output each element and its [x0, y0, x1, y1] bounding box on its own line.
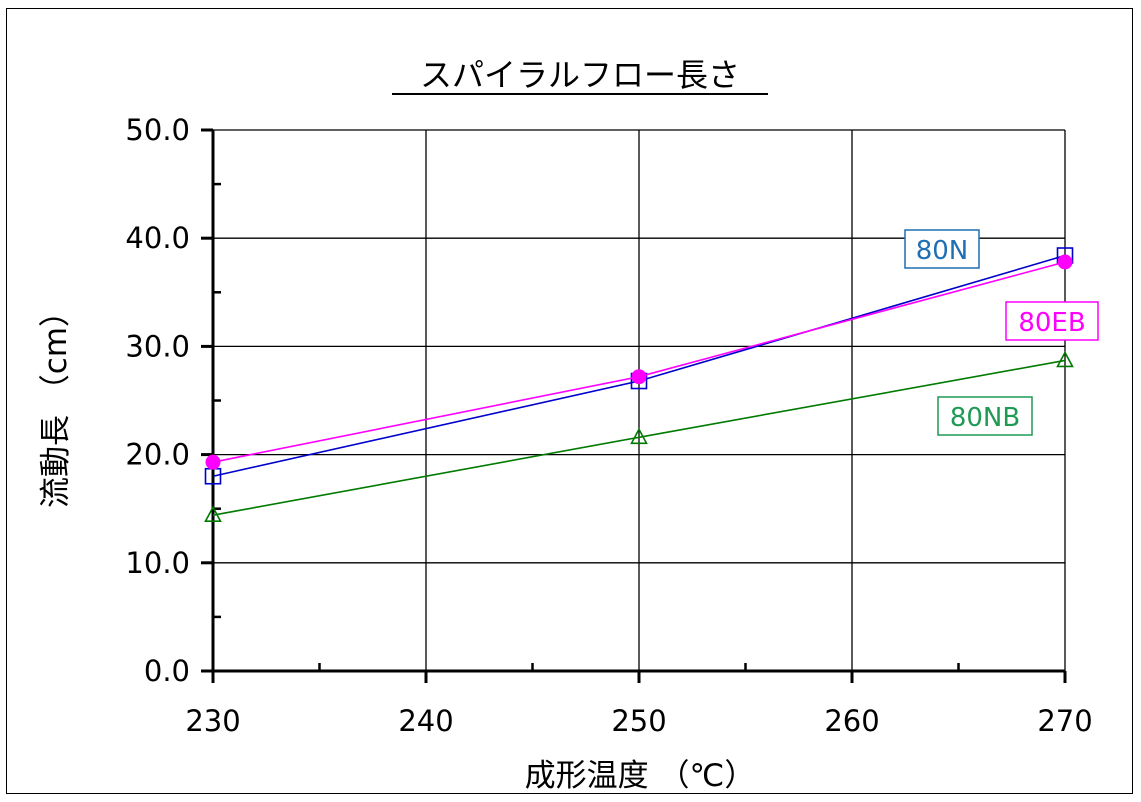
series-label-80EB: 80EB: [1018, 308, 1085, 338]
data-point-80NB: [630, 427, 648, 445]
y-tick-label: 0.0: [144, 654, 190, 688]
series-labels: 80N 80EB 80NB: [904, 229, 1099, 436]
chart-title: スパイラルフロー長さ: [420, 56, 740, 94]
x-tick-label: 250: [611, 704, 666, 738]
y-tick-label: 20.0: [125, 438, 190, 472]
y-tick-labels: 0.0 10.0 20.0 30.0 40.0 50.0: [125, 113, 190, 688]
data-point-80NB: [1056, 350, 1074, 368]
data-point-80EB: [631, 369, 647, 385]
series-label-box-80EB: [1005, 301, 1099, 341]
y-tick-label: 10.0: [125, 546, 190, 580]
series-label-box-80NB: [937, 396, 1033, 436]
data-point-80NB: [204, 505, 222, 522]
grid: [213, 129, 1066, 671]
x-axis-title: 成形温度 （℃）: [525, 758, 756, 794]
x-tick-labels: 230 240 250 260 270: [185, 704, 1092, 738]
y-tick-label: 50.0: [125, 113, 190, 147]
series-label-80N: 80N: [916, 236, 969, 266]
data-point-80EB: [1057, 254, 1073, 270]
axes: [201, 128, 1067, 683]
x-tick-label: 270: [1037, 704, 1092, 738]
series-label-box-80N: [904, 229, 980, 269]
y-axis-title: 流動長 （cm）: [38, 296, 74, 508]
x-tick-label: 230: [185, 704, 240, 738]
series: [204, 247, 1074, 522]
series-line-80NB: [212, 359, 1066, 516]
series-label-80NB: 80NB: [950, 403, 1020, 433]
x-tick-label: 260: [824, 704, 879, 738]
y-tick-label: 40.0: [125, 221, 190, 255]
x-tick-label: 240: [398, 704, 453, 738]
y-tick-label: 30.0: [125, 329, 190, 363]
data-point-80EB: [205, 454, 221, 470]
